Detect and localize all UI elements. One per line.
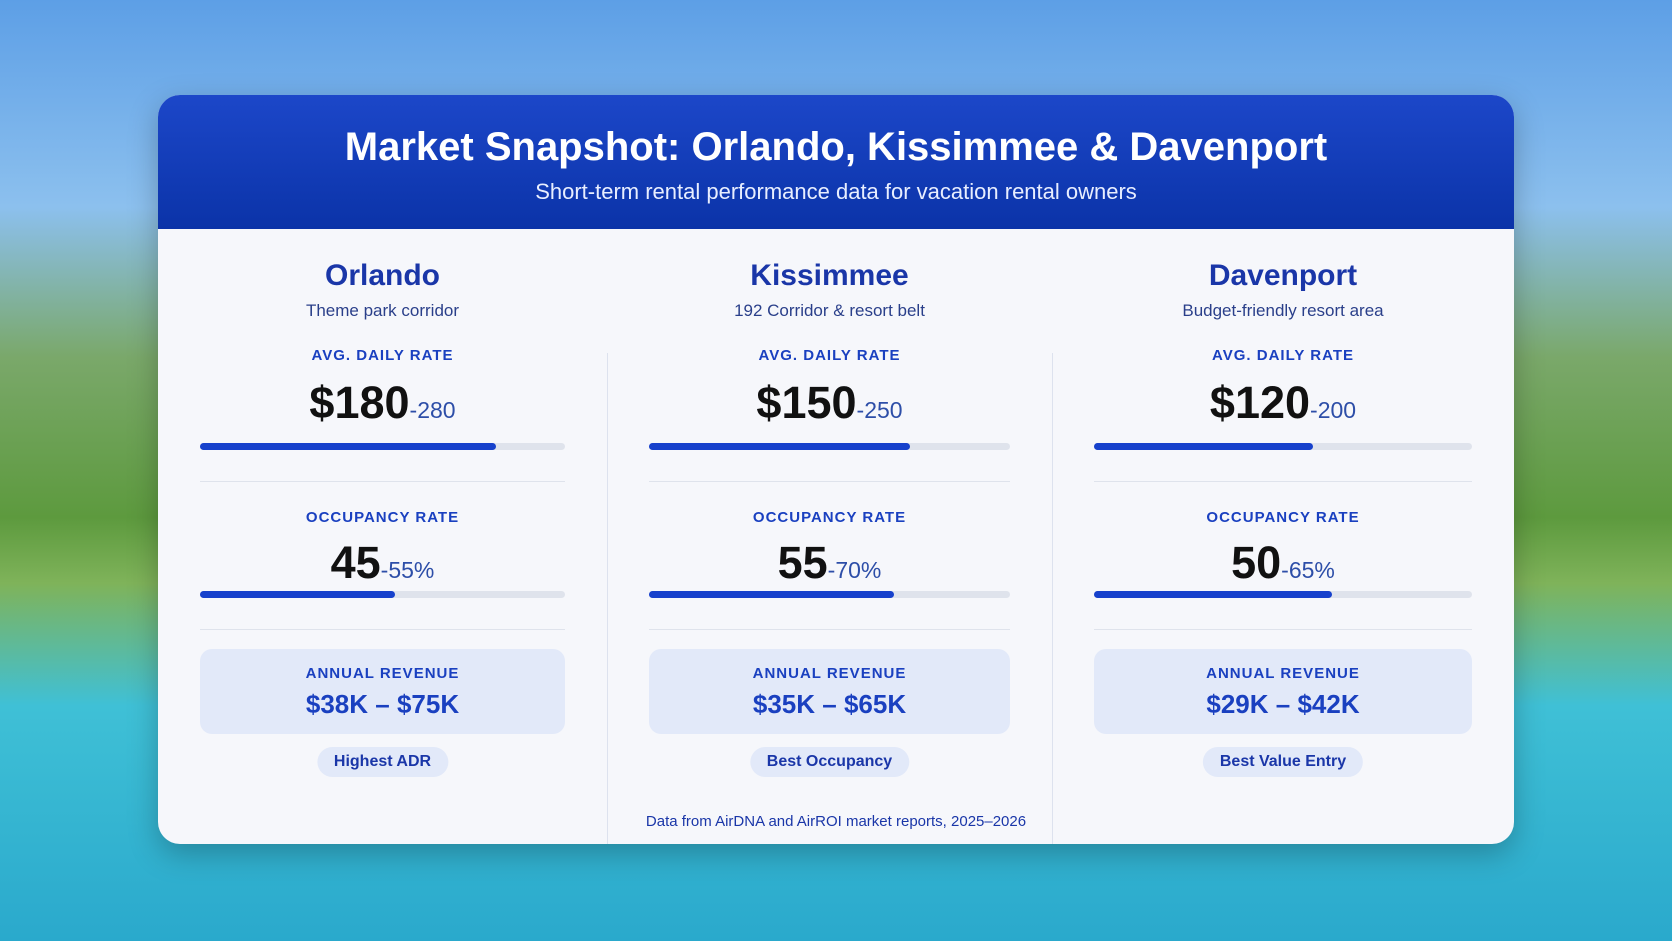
adr-low: $180 — [309, 377, 410, 428]
adr-low: $120 — [1209, 377, 1311, 428]
market-name: Davenport — [1208, 259, 1358, 292]
label: OCCUPANCY RATE — [305, 509, 460, 526]
occupancy-high: -55% — [380, 557, 435, 583]
adr-value: $150-250 — [607, 377, 1052, 429]
occupancy-value: 45-55% — [158, 537, 607, 589]
adr-bar-track — [200, 443, 565, 450]
occupancy-bar-track — [649, 591, 1010, 598]
label: AVG. DAILY RATE — [1212, 347, 1354, 364]
adr-high: -250 — [856, 397, 903, 423]
revenue-box: ANNUAL REVENUE $29K – $42K — [1094, 649, 1472, 734]
occupancy-low: 50 — [1231, 537, 1282, 588]
revenue-value: $29K – $42K — [1206, 689, 1360, 719]
separator — [1094, 629, 1472, 630]
card: Market Snapshot: Orlando, Kissimmee & Da… — [158, 95, 1514, 844]
occupancy-high: -65% — [1281, 557, 1335, 583]
adr-high: -280 — [409, 397, 456, 423]
separator — [649, 481, 1010, 482]
market-name: Kissimmee — [750, 259, 909, 292]
label: OCCUPANCY RATE — [1206, 509, 1360, 526]
market-tagline: Budget-friendly resort area — [1182, 301, 1384, 320]
header: Market Snapshot: Orlando, Kissimmee & Da… — [158, 95, 1514, 229]
adr-high: -200 — [1310, 397, 1357, 423]
label: AVG. DAILY RATE — [758, 347, 901, 364]
market-tagline: 192 Corridor & resort belt — [734, 301, 925, 320]
adr-low: $150 — [756, 377, 857, 428]
separator — [649, 629, 1010, 630]
title: Market Snapshot: Orlando, Kissimmee & Da… — [344, 125, 1328, 169]
occupancy-low: 45 — [330, 537, 381, 588]
occupancy-high: -70% — [827, 557, 882, 583]
divider — [607, 353, 608, 844]
occupancy-bar-track — [200, 591, 565, 598]
revenue-value: $35K – $65K — [752, 689, 907, 719]
occupancy-bar — [649, 591, 895, 598]
market-column: Davenport Budget-friendly resort area AVG.… — [1052, 229, 1514, 844]
adr-bar — [1094, 443, 1313, 450]
revenue-box: ANNUAL REVENUE $35K – $65K — [649, 649, 1010, 734]
separator — [200, 481, 565, 482]
revenue-label: ANNUAL REVENUE — [1206, 665, 1360, 682]
occupancy-bar-track — [1094, 591, 1472, 598]
revenue-label: ANNUAL REVENUE — [305, 665, 460, 682]
market-tagline: Theme park corridor — [305, 301, 460, 320]
footer: Data from AirDNA and AirROI market repor… — [645, 813, 1027, 830]
adr-value: $180-280 — [158, 377, 607, 429]
occupancy-bar — [200, 591, 395, 598]
badge: Highest ADR — [316, 747, 449, 777]
adr-bar — [200, 443, 496, 450]
occupancy-value: 55-70% — [607, 537, 1052, 589]
badge: Best Occupancy — [749, 747, 910, 777]
revenue-label: ANNUAL REVENUE — [752, 665, 907, 682]
adr-bar — [649, 443, 911, 450]
badge: Best Value Entry — [1202, 747, 1364, 777]
occupancy-bar — [1094, 591, 1333, 598]
occupancy-low: 55 — [777, 537, 828, 588]
divider — [1052, 353, 1053, 844]
separator — [200, 629, 565, 630]
adr-bar-track — [649, 443, 1010, 450]
label: OCCUPANCY RATE — [752, 509, 907, 526]
market-column: Orlando Theme park corridor AVG. DAILY RAT… — [158, 229, 607, 844]
occupancy-value: 50-65% — [1052, 537, 1514, 589]
revenue-value: $38K – $75K — [305, 689, 460, 719]
subtitle: Short-term rental performance data for v… — [535, 179, 1137, 204]
separator — [1094, 481, 1472, 482]
market-column: Kissimmee 192 Corridor & resort belt AVG. … — [607, 229, 1052, 844]
label: AVG. DAILY RATE — [311, 347, 454, 364]
market-name: Orlando — [324, 259, 440, 292]
adr-bar-track — [1094, 443, 1472, 450]
revenue-box: ANNUAL REVENUE $38K – $75K — [200, 649, 565, 734]
adr-value: $120-200 — [1052, 377, 1514, 429]
